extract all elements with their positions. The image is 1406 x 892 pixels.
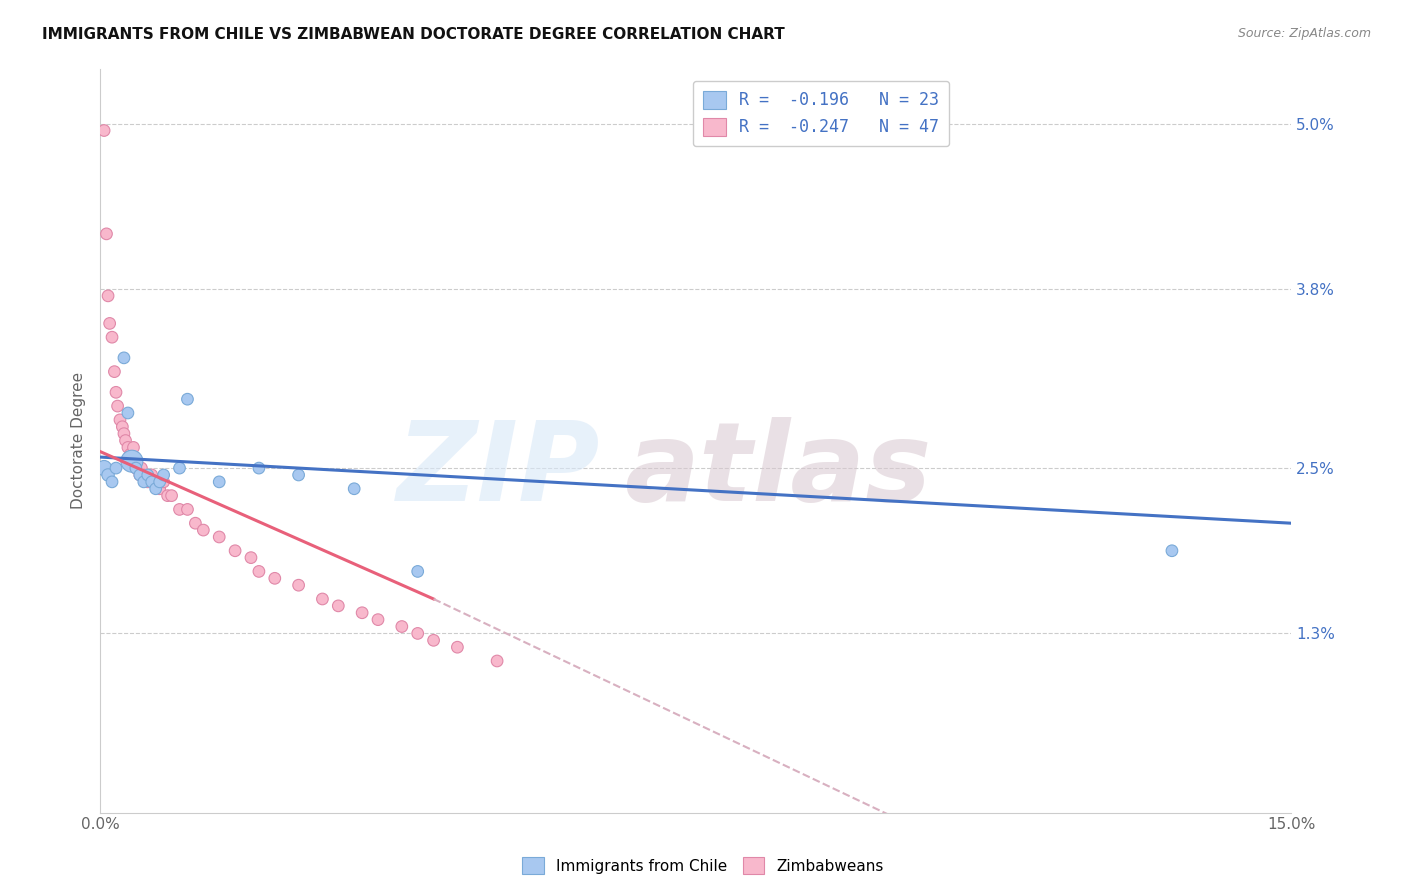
Point xyxy=(184,516,207,531)
Point xyxy=(287,578,309,592)
Point xyxy=(128,467,150,482)
Text: atlas: atlas xyxy=(624,417,932,524)
Point xyxy=(422,633,444,648)
Point xyxy=(103,365,125,379)
Point xyxy=(149,475,172,489)
Point xyxy=(193,523,215,537)
Point xyxy=(145,482,167,496)
Point xyxy=(247,565,270,579)
Y-axis label: Doctorate Degree: Doctorate Degree xyxy=(72,372,86,509)
Point xyxy=(112,426,135,441)
Point xyxy=(156,489,179,503)
Point xyxy=(224,543,246,558)
Point xyxy=(98,317,121,331)
Text: Source: ZipAtlas.com: Source: ZipAtlas.com xyxy=(1237,27,1371,40)
Point xyxy=(311,591,333,606)
Legend: Immigrants from Chile, Zimbabweans: Immigrants from Chile, Zimbabweans xyxy=(516,851,890,880)
Point xyxy=(117,441,139,455)
Point xyxy=(132,467,155,482)
Point xyxy=(169,502,191,516)
Point xyxy=(101,475,124,489)
Point xyxy=(176,502,198,516)
Point xyxy=(131,461,153,475)
Point xyxy=(208,530,231,544)
Point xyxy=(125,461,148,475)
Legend: R =  -0.196   N = 23, R =  -0.247   N = 47: R = -0.196 N = 23, R = -0.247 N = 47 xyxy=(693,80,949,146)
Point xyxy=(406,565,429,579)
Point xyxy=(152,475,174,489)
Point xyxy=(287,467,309,482)
Point xyxy=(240,550,263,565)
Text: IMMIGRANTS FROM CHILE VS ZIMBABWEAN DOCTORATE DEGREE CORRELATION CHART: IMMIGRANTS FROM CHILE VS ZIMBABWEAN DOCT… xyxy=(42,27,785,42)
Point xyxy=(121,454,143,468)
Point xyxy=(486,654,509,668)
Point xyxy=(127,461,149,475)
Point xyxy=(132,475,155,489)
Point xyxy=(328,599,350,613)
Point xyxy=(93,461,115,475)
Point xyxy=(263,571,285,585)
Point xyxy=(128,467,150,482)
Point xyxy=(391,619,413,633)
Point xyxy=(406,626,429,640)
Point xyxy=(107,399,129,413)
Point xyxy=(97,289,120,303)
Point xyxy=(208,475,231,489)
Point xyxy=(105,461,128,475)
Point xyxy=(343,482,366,496)
Point xyxy=(176,392,198,407)
Point xyxy=(114,434,136,448)
Point xyxy=(352,606,374,620)
Point xyxy=(117,406,139,420)
Point xyxy=(145,477,167,491)
Point xyxy=(105,385,128,400)
Point xyxy=(141,467,163,482)
Point xyxy=(93,123,115,137)
Point xyxy=(152,467,174,482)
Point xyxy=(367,613,389,627)
Point xyxy=(247,461,270,475)
Point xyxy=(136,475,159,489)
Point xyxy=(120,447,142,461)
Point xyxy=(160,489,183,503)
Point xyxy=(112,351,135,365)
Point xyxy=(121,454,143,468)
Text: ZIP: ZIP xyxy=(396,417,600,524)
Point xyxy=(1161,543,1184,558)
Point xyxy=(97,467,120,482)
Point xyxy=(446,640,468,655)
Point xyxy=(125,461,148,475)
Point xyxy=(122,441,145,455)
Point xyxy=(101,330,124,344)
Point xyxy=(96,227,118,241)
Point xyxy=(141,475,163,489)
Point xyxy=(111,419,134,434)
Point xyxy=(136,467,159,482)
Point xyxy=(108,413,131,427)
Point xyxy=(149,482,172,496)
Point xyxy=(169,461,191,475)
